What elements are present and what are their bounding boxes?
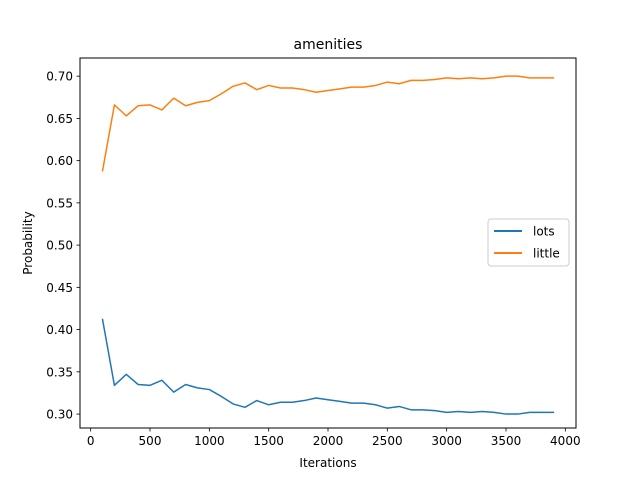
- x-tick-label: 0: [87, 434, 95, 448]
- x-tick-label: 1000: [194, 434, 225, 448]
- y-tick-label: 0.35: [46, 365, 73, 379]
- x-tick-label: 3500: [491, 434, 522, 448]
- x-tick-label: 1500: [253, 434, 284, 448]
- legend: lots little: [487, 218, 570, 267]
- series-lines: [101, 75, 555, 415]
- y-tick-label: 0.55: [46, 196, 73, 210]
- y-axis-label: Probability: [21, 211, 35, 274]
- x-tick-label: 500: [139, 434, 162, 448]
- x-tick-label: 2500: [372, 434, 403, 448]
- chart-title: amenities: [294, 37, 363, 53]
- series-line-little: [101, 75, 555, 172]
- series-line-lots: [101, 318, 555, 415]
- x-tick-label: 2000: [313, 434, 344, 448]
- x-tick-label: 3000: [431, 434, 462, 448]
- y-tick-label: 0.60: [46, 154, 73, 168]
- x-tick-label: 4000: [550, 434, 581, 448]
- plot-frame: [79, 57, 577, 429]
- y-tick-label: 0.45: [46, 281, 73, 295]
- y-tick-label: 0.40: [46, 323, 73, 337]
- y-tick-label: 0.65: [46, 112, 73, 126]
- y-tick-label: 0.30: [46, 408, 73, 422]
- x-axis-label: Iterations: [299, 456, 356, 470]
- legend-label-lots: lots: [533, 225, 555, 239]
- legend-label-little: little: [533, 247, 560, 261]
- axis-ticks: 0 500 1000 1500 2000 2500 3000 3500 4000 0.30 0.35…: [46, 70, 580, 448]
- y-tick-label: 0.50: [46, 239, 73, 253]
- y-tick-label: 0.70: [46, 70, 73, 84]
